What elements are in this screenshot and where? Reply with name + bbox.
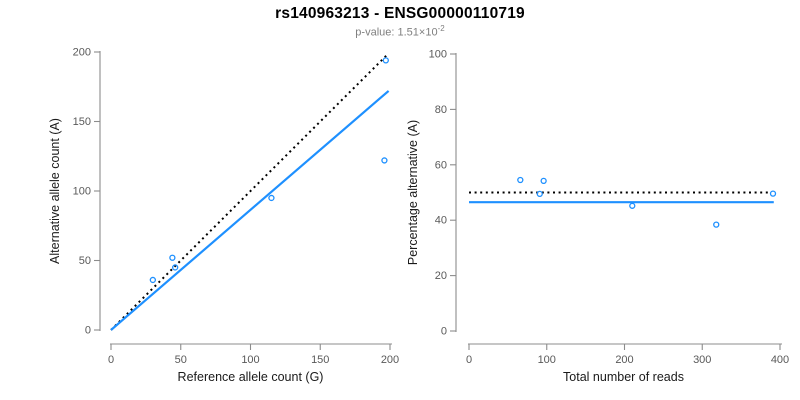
regression-line (110, 90, 390, 331)
y-tick-label: 0 (441, 326, 447, 338)
y-tick-label: 200 (73, 47, 91, 59)
data-point (629, 202, 636, 209)
data-point (517, 176, 524, 184)
data-point (769, 190, 777, 197)
x-tick-label: 100 (538, 354, 556, 366)
left-y-axis-title: Alternative allele count (A) (48, 118, 62, 264)
p-value-subtitle: p-value: 1.51×10-2 (0, 24, 800, 39)
y-tick-label: 150 (73, 116, 91, 128)
data-point (169, 254, 176, 261)
x-tick-label: 0 (466, 354, 472, 366)
identity-line (110, 54, 388, 331)
y-tick-label: 50 (79, 255, 91, 267)
y-tick-label: 0 (85, 325, 91, 337)
data-point (149, 276, 157, 284)
x-tick-label: 400 (771, 354, 789, 366)
p-value-text: p-value: 1.51×10 (355, 26, 438, 39)
p-value-exponent: -2 (437, 24, 445, 33)
left-x-axis-title: Reference allele count (G) (178, 370, 324, 384)
y-tick-label: 80 (435, 104, 447, 116)
right-x-axis-title: Total number of reads (563, 370, 684, 384)
data-point (268, 194, 275, 202)
y-tick-label: 20 (435, 270, 447, 282)
data-point (540, 177, 547, 185)
y-tick-label: 40 (435, 215, 447, 227)
data-point (713, 221, 720, 228)
y-tick-label: 100 (73, 186, 91, 198)
right-scatter-plot: 0 20 40 60 80 100 0 100 200 300 400 Total number o… (406, 49, 789, 385)
x-tick-label: 300 (693, 354, 711, 366)
x-tick-label: 0 (108, 354, 114, 366)
data-point (536, 190, 543, 198)
right-y-axis-title: Percentage alternative (A) (406, 120, 420, 265)
page-title: rs140963213 - ENSG00000110719 (275, 5, 525, 22)
x-tick-label: 100 (241, 354, 259, 366)
y-tick-label: 100 (429, 49, 447, 61)
x-tick-label: 150 (311, 354, 329, 366)
y-tick-label: 60 (435, 159, 447, 171)
left-scatter-plot: 0 50 100 150 200 0 50 100 150 200 Reference allel… (48, 47, 399, 385)
x-tick-label: 200 (615, 354, 633, 366)
data-point (382, 57, 389, 64)
data-point (381, 157, 388, 164)
x-tick-label: 50 (175, 354, 187, 366)
x-tick-label: 200 (381, 354, 399, 366)
data-point (172, 264, 179, 271)
